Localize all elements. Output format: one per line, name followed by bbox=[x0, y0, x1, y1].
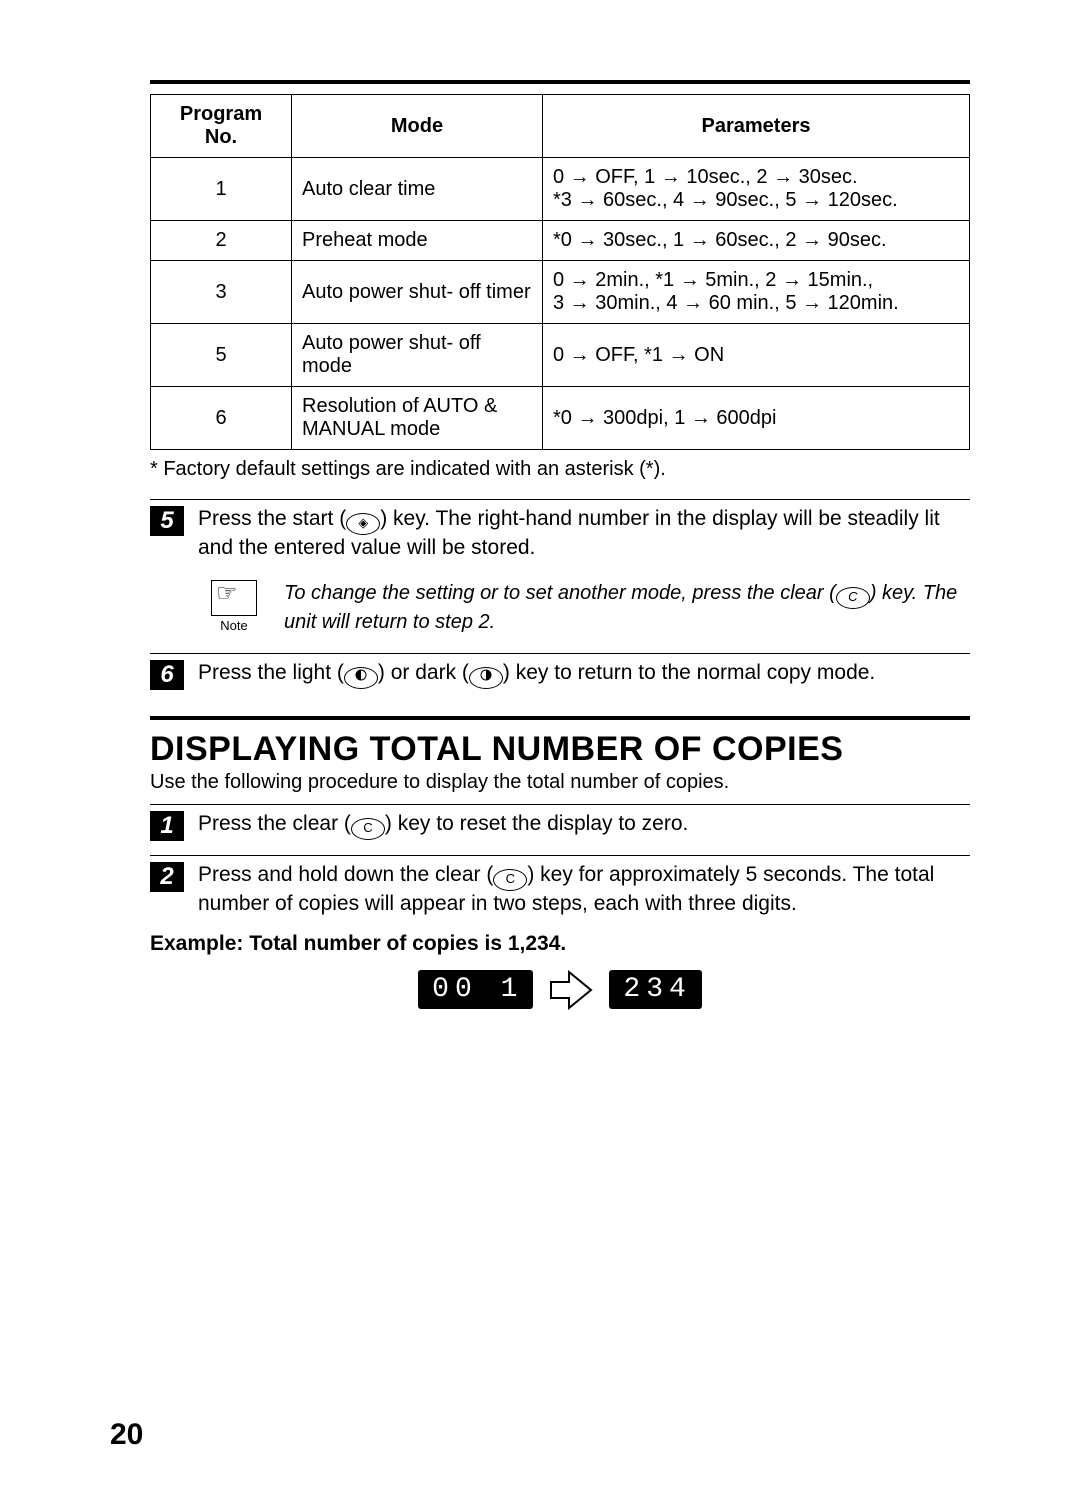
step-clear-1-text: Press the clear (C) key to reset the dis… bbox=[198, 811, 970, 840]
step-6: 6 Press the light ( ) or dark ( ) key to r… bbox=[150, 653, 970, 690]
cell-mode: Preheat mode bbox=[292, 221, 543, 261]
cell-mode: Resolution of AUTO & MANUAL mode bbox=[292, 387, 543, 450]
clear-key-icon: C bbox=[351, 818, 385, 840]
cell-program-no: 5 bbox=[151, 324, 292, 387]
note-label: Note bbox=[206, 618, 262, 633]
note-icon-wrap: Note bbox=[206, 580, 262, 633]
step-clear-2: 2 Press and hold down the clear (C) key … bbox=[150, 855, 970, 918]
cell-params: 0 → OFF, 1 → 10sec., 2 → 30sec. *3 → 60s… bbox=[543, 158, 970, 221]
note-block: Note To change the setting or to set ano… bbox=[206, 580, 970, 635]
text: Press the start ( bbox=[198, 507, 346, 530]
section-rule bbox=[150, 716, 970, 720]
note-text: To change the setting or to set another … bbox=[284, 580, 970, 635]
table-row: 2 Preheat mode *0 → 30sec., 1 → 60sec., … bbox=[151, 221, 970, 261]
example-label: Example: Total number of copies is 1,234… bbox=[150, 932, 970, 956]
table-row: 6 Resolution of AUTO & MANUAL mode *0 → … bbox=[151, 387, 970, 450]
seven-segment-display-row: 00 1 234 bbox=[150, 970, 970, 1010]
cell-mode: Auto power shut- off mode bbox=[292, 324, 543, 387]
th-program: Program No. bbox=[151, 95, 292, 158]
table-row: 5 Auto power shut- off mode 0 → OFF, *1 … bbox=[151, 324, 970, 387]
section-sub: Use the following procedure to display t… bbox=[150, 771, 970, 794]
cell-params: 0 → 2min., *1 → 5min., 2 → 15min., 3 → 3… bbox=[543, 261, 970, 324]
th-mode: Mode bbox=[292, 95, 543, 158]
th-params: Parameters bbox=[543, 95, 970, 158]
note-icon bbox=[211, 580, 257, 616]
clear-key-icon: C bbox=[836, 587, 870, 609]
cell-mode: Auto clear time bbox=[292, 158, 543, 221]
step-clear-1: 1 Press the clear (C) key to reset the d… bbox=[150, 804, 970, 841]
cell-program-no: 2 bbox=[151, 221, 292, 261]
text: Press the light ( bbox=[198, 661, 344, 684]
page-number: 20 bbox=[110, 1418, 143, 1452]
text: To change the setting or to set another … bbox=[284, 582, 836, 604]
step-badge: 1 bbox=[150, 811, 184, 841]
top-rule bbox=[150, 80, 970, 84]
clear-key-icon: C bbox=[493, 869, 527, 891]
dark-key-icon bbox=[469, 667, 503, 689]
step-clear-2-text: Press and hold down the clear (C) key fo… bbox=[198, 862, 970, 918]
table-row: 1 Auto clear time 0 → OFF, 1 → 10sec., 2… bbox=[151, 158, 970, 221]
step-5: 5 Press the start (◈) key. The right-han… bbox=[150, 499, 970, 562]
step-badge: 6 bbox=[150, 660, 184, 690]
manual-page: Program No. Mode Parameters 1 Auto clear… bbox=[0, 0, 1080, 1512]
seg-display-2: 234 bbox=[609, 970, 701, 1009]
cell-params: *0 → 30sec., 1 → 60sec., 2 → 90sec. bbox=[543, 221, 970, 261]
step-badge: 5 bbox=[150, 506, 184, 536]
light-key-icon bbox=[344, 667, 378, 689]
cell-program-no: 3 bbox=[151, 261, 292, 324]
step-5-text: Press the start (◈) key. The right-hand … bbox=[198, 506, 970, 562]
cell-mode: Auto power shut- off timer bbox=[292, 261, 543, 324]
section-title: DISPLAYING TOTAL NUMBER OF COPIES bbox=[150, 730, 970, 769]
text: Press and hold down the clear ( bbox=[198, 863, 493, 886]
cell-params: 0 → OFF, *1 → ON bbox=[543, 324, 970, 387]
start-key-icon: ◈ bbox=[346, 513, 380, 535]
text: ) or dark ( bbox=[378, 661, 469, 684]
table-row: 3 Auto power shut- off timer 0 → 2min., … bbox=[151, 261, 970, 324]
table-footnote: * Factory default settings are indicated… bbox=[150, 458, 970, 481]
text: ) key to reset the display to zero. bbox=[385, 812, 688, 835]
text: Press the clear ( bbox=[198, 812, 351, 835]
cell-program-no: 6 bbox=[151, 387, 292, 450]
seg-display-1: 00 1 bbox=[418, 970, 533, 1009]
step-badge: 2 bbox=[150, 862, 184, 892]
step-6-text: Press the light ( ) or dark ( ) key to ret… bbox=[198, 660, 970, 689]
cell-params: *0 → 300dpi, 1 → 600dpi bbox=[543, 387, 970, 450]
table-header-row: Program No. Mode Parameters bbox=[151, 95, 970, 158]
cell-program-no: 1 bbox=[151, 158, 292, 221]
arrow-right-icon bbox=[549, 970, 593, 1010]
text: ) key to return to the normal copy mode. bbox=[503, 661, 875, 684]
program-modes-table: Program No. Mode Parameters 1 Auto clear… bbox=[150, 94, 970, 450]
